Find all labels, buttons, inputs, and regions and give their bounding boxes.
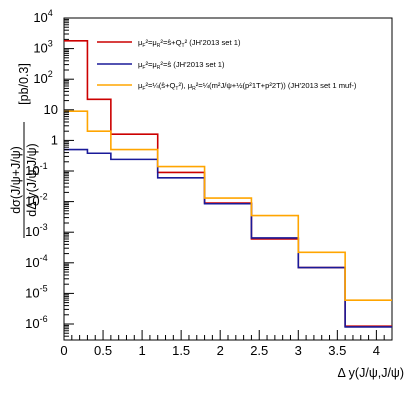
x-tick-label: 4 xyxy=(373,343,380,358)
y-tick-label: 10-4 xyxy=(25,253,47,270)
y-label-numerator: dσ(J/ψ+J/ψ) xyxy=(9,146,23,214)
legend-text-part: ²=ŝ+Q xyxy=(160,38,181,47)
y-tick-exponent: -2 xyxy=(40,192,48,202)
legend-text-part: ²=¼(ŝ+Q xyxy=(145,81,175,90)
legend-text-part: T xyxy=(182,43,185,49)
legend-text-part: ²), μ xyxy=(178,81,192,90)
legend-text-part: (JH'2013 set 1) xyxy=(171,60,225,69)
legend-label-2: μF²=μR²=ŝ (JH'2013 set 1) xyxy=(138,60,225,71)
y-tick-exponent: 4 xyxy=(48,8,53,18)
y-tick-label: 10-6 xyxy=(25,314,47,331)
axes-layer: 0 0.5 1 1.5 2 2.5 3 3.5 410410310210110-110-210-… xyxy=(25,8,385,358)
y-tick-label: 10-2 xyxy=(25,192,47,209)
legend-label-1: μF²=μR²=ŝ+QT² (JH'2013 set 1) xyxy=(138,38,241,49)
legend-text-part: ²=ŝ xyxy=(160,60,171,69)
y-axis-label: dσ(J/ψ+J/ψ) dΔ y(J/ψ,J/ψ) [pb/0.3] xyxy=(9,63,39,238)
y-tick-label: 104 xyxy=(33,8,52,25)
legend-text-part: F xyxy=(142,86,145,92)
legend-text-part: F xyxy=(142,43,145,49)
legend-text-part: μ xyxy=(138,38,142,47)
legend-text-part: μ xyxy=(138,60,142,69)
legend-text-part: ²=¼(m²J/ψ+½(p²1T+p²2T)) (JH'2013 set 1 m… xyxy=(196,81,357,90)
y-tick-label: 102 xyxy=(33,69,52,86)
y-tick-exponent: -3 xyxy=(40,222,48,232)
y-tick-exponent: -5 xyxy=(40,283,48,293)
y-tick-label: 10-3 xyxy=(25,222,47,239)
y-tick-exponent: -6 xyxy=(40,314,48,324)
legend-text-part: F xyxy=(142,65,145,71)
legend-text-part: ²=μ xyxy=(145,60,156,69)
y-tick-exponent: 2 xyxy=(48,69,53,79)
y-label-group: dσ(J/ψ+J/ψ) dΔ y(J/ψ,J/ψ) [pb/0.3] xyxy=(9,63,39,238)
y-tick-label: 1 xyxy=(51,132,58,147)
x-tick-label: 3 xyxy=(295,343,302,358)
y-tick-exponent: -4 xyxy=(40,253,48,263)
x-axis-label: Δ y(J/ψ,J/ψ) xyxy=(338,366,404,380)
series-layer xyxy=(64,39,392,328)
y-tick-exponent: -1 xyxy=(40,161,48,171)
y-tick-exponent: 3 xyxy=(48,39,53,49)
legend-text-part: R xyxy=(192,86,196,92)
legend: μF²=μR²=ŝ+QT² (JH'2013 set 1)μF²=μR²=ŝ (… xyxy=(97,38,357,92)
y-label-unit: [pb/0.3] xyxy=(17,63,31,105)
plot-border xyxy=(63,17,393,341)
x-tick-label: 0.5 xyxy=(94,343,112,358)
legend-text-part: R xyxy=(157,43,161,49)
x-tick-label: 2 xyxy=(217,343,224,358)
x-tick-label: 1 xyxy=(138,343,145,358)
legend-text-part: T xyxy=(175,86,178,92)
y-tick-label: 10-5 xyxy=(25,283,47,300)
y-label-denominator: dΔ y(J/ψ,J/ψ) xyxy=(25,143,39,216)
y-tick-label: 10-1 xyxy=(25,161,47,178)
y-tick-label: 10 xyxy=(44,102,58,117)
y-tick-label: 103 xyxy=(33,39,52,56)
legend-label-3: μF²=¼(ŝ+QT²), μR²=¼(m²J/ψ+½(p²1T+p²2T)) … xyxy=(138,81,357,92)
series-line-2 xyxy=(64,148,392,328)
x-tick-label: 3.5 xyxy=(328,343,346,358)
legend-text-part: R xyxy=(157,65,161,71)
legend-text-part: μ xyxy=(138,81,142,90)
series-line-3 xyxy=(64,110,392,301)
legend-text-part: ²=μ xyxy=(145,38,156,47)
x-tick-label: 1.5 xyxy=(172,343,190,358)
x-tick-label: 2.5 xyxy=(250,343,268,358)
plot-frame xyxy=(63,17,393,341)
x-tick-label: 0 xyxy=(60,343,67,358)
legend-text-part: ² (JH'2013 set 1) xyxy=(185,38,241,47)
